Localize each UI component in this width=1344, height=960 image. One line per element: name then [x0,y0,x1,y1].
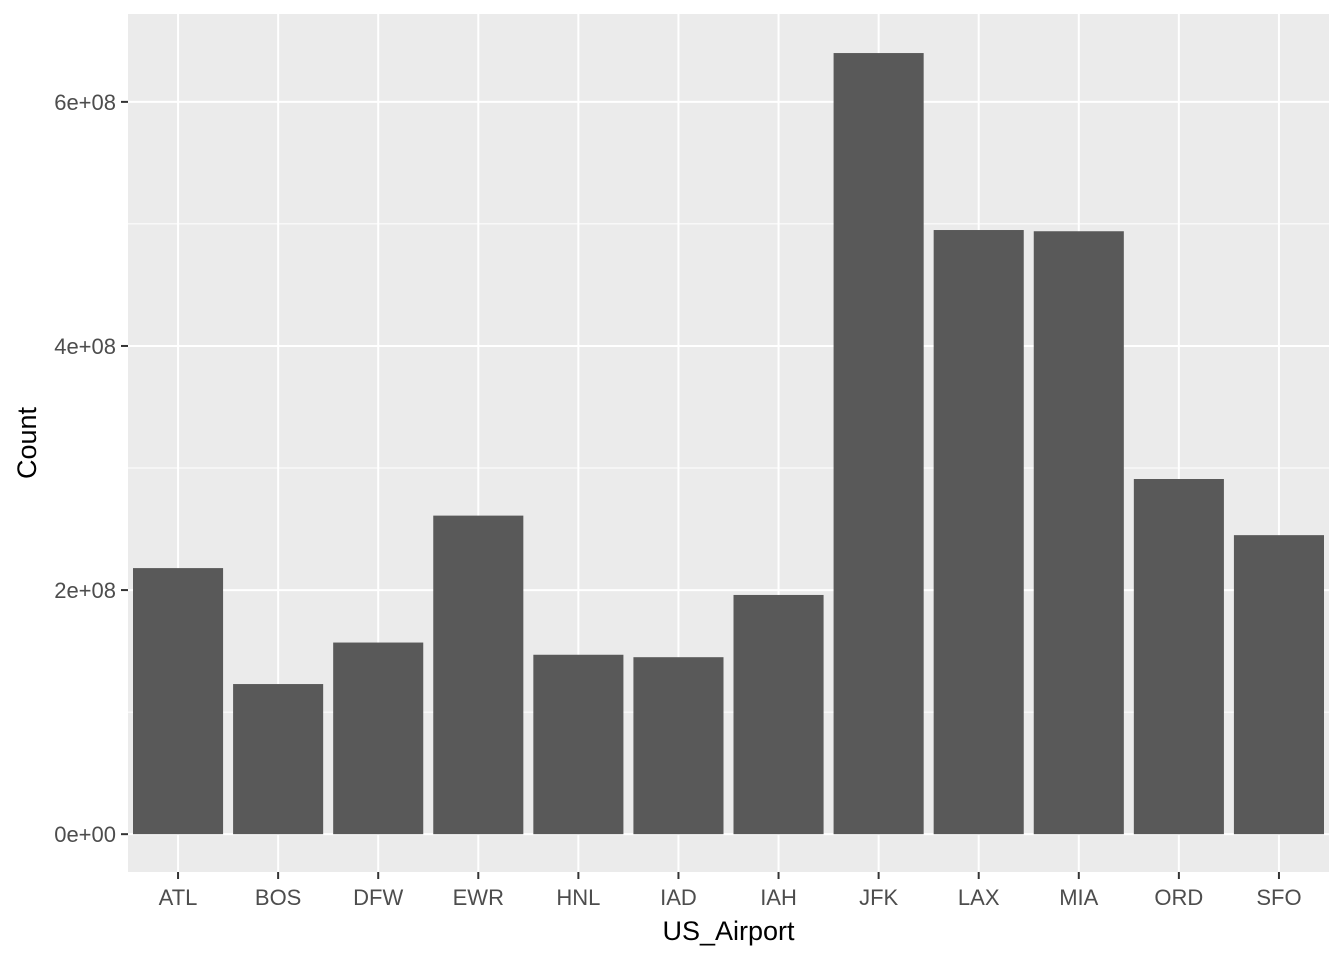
bar-sfo [1233,535,1324,835]
bar-atl [133,568,224,835]
bars [133,53,1324,835]
x-tick-label: EWR [453,885,504,910]
x-tick-label: ORD [1154,885,1203,910]
x-axis-title: US_Airport [662,916,795,946]
bar-jfk [833,53,924,835]
x-tick-label: MIA [1059,885,1098,910]
x-tick-label: HNL [556,885,600,910]
bar-lax [933,230,1024,835]
y-tick-label: 0e+00 [54,822,116,847]
x-tick-label: IAD [660,885,697,910]
x-tick-label: SFO [1256,885,1301,910]
bar-ewr [433,515,524,835]
x-tick-label: JFK [859,885,898,910]
x-tick-label: ATL [159,885,198,910]
y-tick-label: 2e+08 [54,578,116,603]
x-tick-label: DFW [353,885,403,910]
bar-dfw [333,642,424,835]
y-axis-ticks: 0e+00 2e+08 4e+08 6e+08 [54,90,128,847]
bar-bos [233,684,324,835]
bar-hnl [533,654,624,835]
x-axis-ticks: ATL BOS DFW EWR HNL IAD IAH JFK LAX MIA ORD SFO [159,872,1302,910]
y-tick-label: 4e+08 [54,334,116,359]
bar-ord [1133,479,1224,835]
bar-mia [1033,231,1124,835]
y-axis-title: Count [12,406,42,479]
minor-gridlines [128,223,1329,713]
y-tick-label: 6e+08 [54,90,116,115]
bar-iad [633,657,724,835]
x-tick-label: BOS [255,885,301,910]
plot-panel [128,14,1329,872]
x-tick-label: IAH [760,885,797,910]
bar-iah [733,594,824,835]
x-tick-label: LAX [958,885,1000,910]
